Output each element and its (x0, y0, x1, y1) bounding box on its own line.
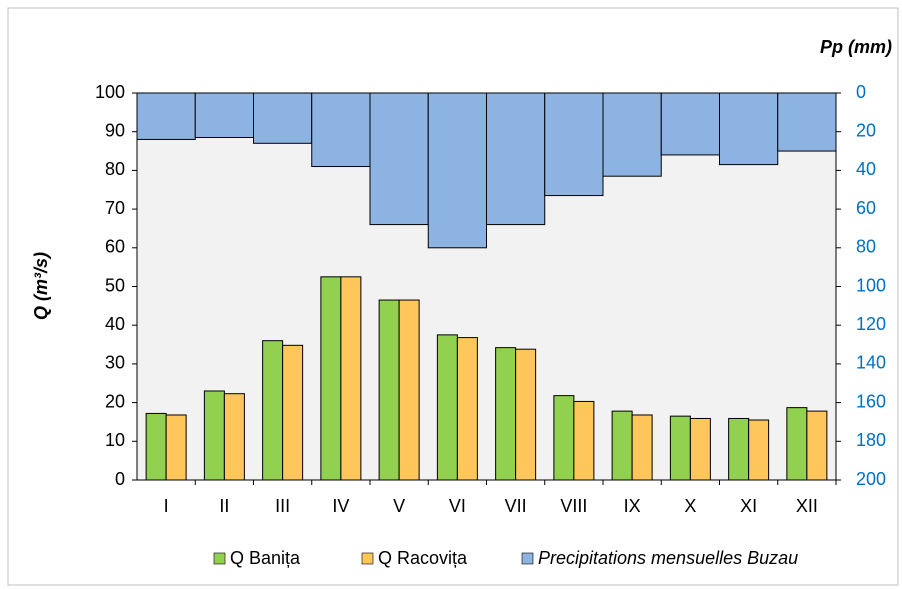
bar (436, 334, 458, 481)
y-axis-title: Q (m³/s) (31, 252, 51, 320)
precip-bar (136, 92, 196, 140)
y2-tick-label: 80 (856, 237, 876, 257)
y2-tick-label: 200 (856, 469, 886, 489)
y-tick-label: 50 (105, 275, 125, 295)
precip-bar (194, 92, 254, 139)
x-tick-label: IX (624, 496, 641, 516)
y2-tick-label: 180 (856, 430, 886, 450)
bar (203, 390, 225, 481)
bar (515, 348, 537, 481)
y2-tick-label: 100 (856, 275, 886, 295)
precip-bar (427, 92, 487, 249)
bar (786, 407, 808, 481)
precip-bar (486, 92, 546, 226)
bar (320, 276, 342, 481)
y-tick-label: 70 (105, 198, 125, 218)
bar (456, 337, 478, 481)
bar (611, 410, 633, 481)
y-tick-label: 30 (105, 353, 125, 373)
bar (223, 393, 245, 481)
y2-tick-label: 140 (856, 353, 886, 373)
y-tick-label: 80 (105, 159, 125, 179)
legend-label: Precipitations mensuelles Buzau (538, 548, 798, 568)
bar (669, 415, 691, 481)
y-tick-label: 20 (105, 391, 125, 411)
y-tick-label: 60 (105, 237, 125, 257)
precip-bar (369, 92, 429, 226)
bar (282, 344, 304, 481)
y-tick-label: 100 (95, 82, 125, 102)
bar (553, 395, 575, 481)
x-tick-label: I (164, 496, 169, 516)
x-tick-label: VIII (560, 496, 587, 516)
bar (398, 299, 420, 481)
bar (631, 414, 653, 481)
y2-axis-title: Pp (mm) (820, 37, 892, 57)
x-tick-label: XII (796, 496, 818, 516)
bar (340, 276, 362, 481)
x-tick-label: II (219, 496, 229, 516)
precip-bar (660, 92, 720, 156)
x-tick-label: IV (332, 496, 349, 516)
y2-tick-label: 60 (856, 198, 876, 218)
y2-tick-label: 20 (856, 120, 876, 140)
bar (145, 412, 167, 481)
x-tick-label: V (393, 496, 405, 516)
precip-bar (777, 92, 837, 152)
y2-tick-label: 120 (856, 314, 886, 334)
bar (573, 400, 595, 481)
y-tick-label: 90 (105, 120, 125, 140)
bar (806, 410, 828, 481)
x-tick-label: VII (505, 496, 527, 516)
bar (262, 340, 284, 481)
legend-swatch (361, 552, 374, 565)
x-tick-label: X (684, 496, 696, 516)
bar (495, 347, 517, 481)
bar (165, 414, 187, 481)
bar (728, 417, 750, 481)
x-tick-label: VI (449, 496, 466, 516)
precip-bar (602, 92, 662, 177)
legend-label: Q Banița (230, 548, 301, 568)
bar (748, 419, 770, 481)
y2-tick-label: 160 (856, 391, 886, 411)
precip-bar (311, 92, 371, 168)
bar (689, 417, 711, 481)
y2-tick-label: 40 (856, 159, 876, 179)
precip-bar (253, 92, 313, 144)
legend-label: Q Racovița (378, 548, 468, 568)
y2-tick-label: 0 (856, 82, 866, 102)
precip-bar (719, 92, 779, 166)
y-tick-label: 40 (105, 314, 125, 334)
y-tick-label: 0 (115, 469, 125, 489)
x-tick-label: III (275, 496, 290, 516)
legend-swatch (213, 552, 226, 565)
legend-swatch (521, 552, 534, 565)
y-tick-label: 10 (105, 430, 125, 450)
x-tick-label: XI (740, 496, 757, 516)
bar (378, 299, 400, 481)
precip-bar (544, 92, 604, 197)
